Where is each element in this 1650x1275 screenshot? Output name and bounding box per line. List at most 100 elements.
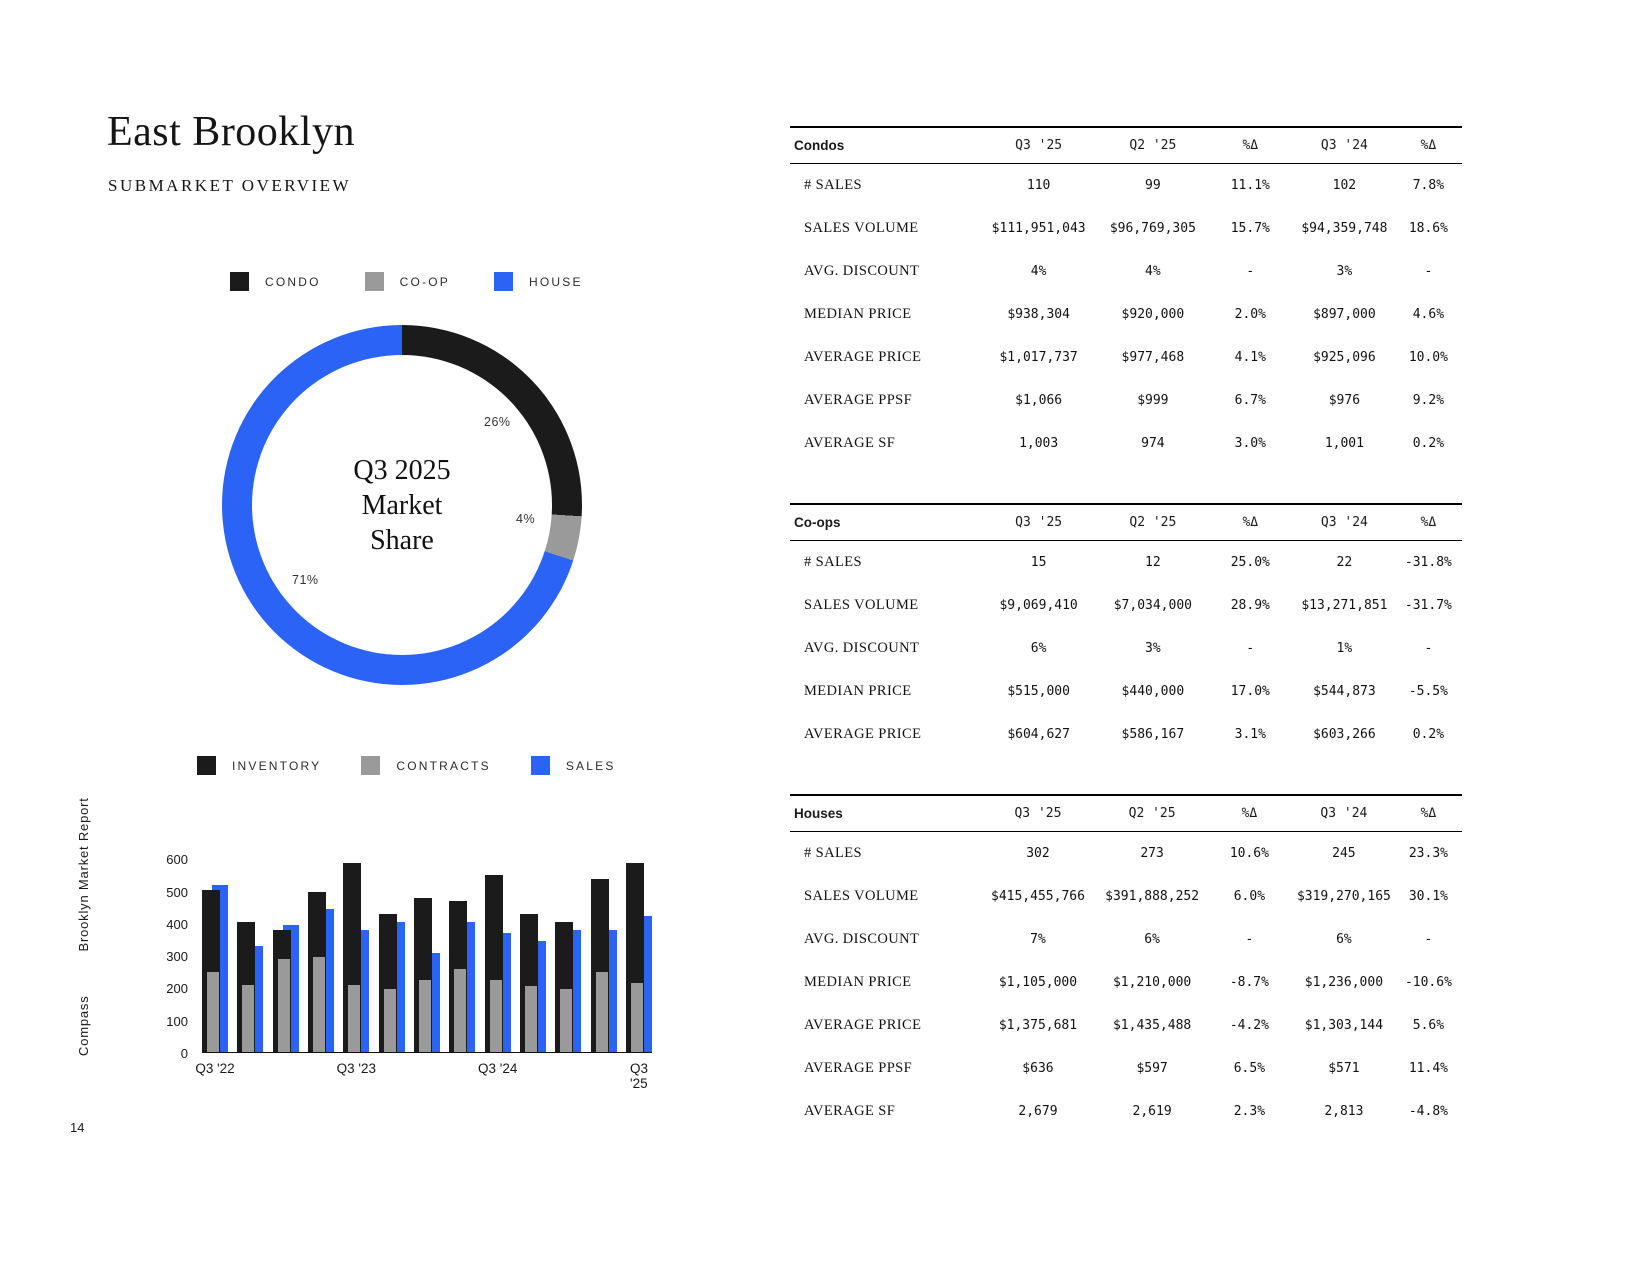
cell-value: 7% xyxy=(1030,932,1046,947)
cell-value: - xyxy=(1424,932,1433,947)
cell-value: 974 xyxy=(1141,436,1165,451)
tables-column: Condos Q3 '25 Q2 '25 %Δ Q3 '24 %Δ # SALES 110 99… xyxy=(790,126,1462,1171)
legend-item: CONDO xyxy=(230,272,321,291)
table-row: AVERAGE PRICE $604,627 $586,167 3.1% $603,26… xyxy=(790,713,1462,756)
column-header: Q2 '25 xyxy=(1099,504,1207,541)
report-name-text: Brooklyn Market Report xyxy=(76,797,91,952)
row-label: # SALES xyxy=(804,554,862,570)
contracts-bar xyxy=(524,986,537,1052)
page-subtitle: SUBMARKET OVERVIEW xyxy=(108,176,352,195)
cell-value: 2,619 xyxy=(1132,1104,1172,1119)
cell-value: 6% xyxy=(1144,932,1160,947)
cell-value: $977,468 xyxy=(1121,350,1185,365)
cell-value: 22 xyxy=(1336,555,1353,570)
row-label: SALES VOLUME xyxy=(804,888,919,904)
house-slice-label: 71% xyxy=(292,573,319,587)
market-table-houses: Houses Q3 '25 Q2 '25 %Δ Q3 '24 %Δ # SALES 302 27… xyxy=(790,794,1462,1133)
header-row: Condos Q3 '25 Q2 '25 %Δ Q3 '24 %Δ xyxy=(790,127,1462,164)
coop-slice-label: 4% xyxy=(516,512,536,526)
cell-value: -8.7% xyxy=(1229,975,1269,990)
contracts-bar xyxy=(277,958,290,1052)
legend-item: SALES xyxy=(530,756,616,775)
table-row: AVERAGE PPSF $636 $597 6.5% $571 11.4% xyxy=(790,1047,1462,1090)
condo-swatch xyxy=(230,272,249,291)
cell-value: $603,266 xyxy=(1313,727,1376,742)
cell-value: 2,679 xyxy=(1018,1104,1058,1119)
bar-group xyxy=(413,853,440,1052)
cell-value: $319,270,165 xyxy=(1296,889,1391,904)
cell-value: 17.0% xyxy=(1230,684,1270,699)
bar-group xyxy=(625,853,652,1052)
y-tick-label: 500 xyxy=(166,884,188,900)
bar-group xyxy=(449,853,476,1052)
cell-value: 9.2% xyxy=(1412,393,1445,408)
cell-value: 6% xyxy=(1030,641,1047,656)
table-head: Condos Q3 '25 Q2 '25 %Δ Q3 '24 %Δ xyxy=(790,127,1462,164)
cell-value: $1,017,737 xyxy=(999,350,1078,365)
x-axis: Q3 '22 Q3 '23 Q3 '24 Q3 '25 xyxy=(195,1061,652,1091)
cell-value: $515,000 xyxy=(1007,684,1070,699)
row-label: MEDIAN PRICE xyxy=(804,683,912,699)
table-row: AVERAGE PRICE $1,375,681 $1,435,488 -4.2% $1… xyxy=(790,1004,1462,1047)
donut-hole xyxy=(252,355,552,655)
contracts-bar xyxy=(595,971,608,1052)
cell-value: 102 xyxy=(1332,178,1357,193)
cell-value: $415,455,766 xyxy=(991,889,1085,904)
table-row: SALES VOLUME $415,455,766 $391,888,252 6.0%… xyxy=(790,875,1462,918)
inventory-swatch xyxy=(197,756,216,775)
cell-value: 4.1% xyxy=(1234,350,1266,365)
table-row: AVERAGE PPSF $1,066 $999 6.7% $976 9.2% xyxy=(790,379,1462,422)
legend-label: CONDO xyxy=(265,274,321,289)
market-share-donut-chart: Q3 2025 Market Share 26% 4% 71% xyxy=(222,325,582,685)
donut-center-label: Q3 2025 Market Share xyxy=(222,325,582,685)
cell-value: 4% xyxy=(1145,264,1161,279)
column-header: Q3 '24 xyxy=(1292,795,1395,832)
contracts-bar xyxy=(489,979,502,1052)
cell-value: $7,034,000 xyxy=(1113,598,1192,613)
sales-swatch xyxy=(530,756,550,775)
table-row: AVG. DISCOUNT 6% 3% - 1% - xyxy=(790,627,1462,670)
cell-value: 12 xyxy=(1145,555,1161,570)
column-header: %Δ xyxy=(1394,795,1462,832)
row-label: MEDIAN PRICE xyxy=(804,974,912,990)
cell-value: 1% xyxy=(1336,641,1353,656)
table-row: SALES VOLUME $9,069,410 $7,034,000 28.9% $13… xyxy=(790,584,1462,627)
cell-value: -4.2% xyxy=(1229,1018,1269,1033)
y-tick-label: 100 xyxy=(166,1013,188,1029)
table-body: # SALES 302 273 10.6% 245 23.3% SALES VOLUME $4… xyxy=(790,832,1462,1134)
page-number: 14 xyxy=(70,1120,85,1135)
row-label: AVG. DISCOUNT xyxy=(804,640,920,656)
cell-value: 3.1% xyxy=(1234,727,1266,742)
bar-group xyxy=(484,853,511,1052)
cell-value: 273 xyxy=(1140,846,1164,861)
quarterly-bar-chart: 0 100 200 300 400 500 600 Q3 '22 Q3 '23 Q3 '24 Q3… xyxy=(152,852,662,1093)
cell-value: 245 xyxy=(1332,846,1356,861)
cell-value: $96,769,305 xyxy=(1109,221,1196,236)
table-row: AVERAGE SF 2,679 2,619 2.3% 2,813 -4.8% xyxy=(790,1090,1462,1133)
table-title: Houses xyxy=(790,795,978,832)
cell-value: $1,210,000 xyxy=(1112,975,1192,990)
cell-value: $1,435,488 xyxy=(1112,1018,1192,1033)
brand-text: Compass xyxy=(76,995,91,1056)
column-header: Q3 '25 xyxy=(978,504,1100,541)
x-tick-label: Q3 '22 xyxy=(195,1061,235,1076)
cell-value: 302 xyxy=(1026,846,1050,861)
cell-value: $925,096 xyxy=(1313,350,1376,365)
bar-group xyxy=(202,853,228,1052)
bar-plot-area xyxy=(202,853,652,1053)
cell-value: $597 xyxy=(1136,1061,1168,1076)
cell-value: $938,304 xyxy=(1007,307,1070,322)
bar-group xyxy=(272,853,299,1052)
cell-value: $604,627 xyxy=(1007,727,1070,742)
donut-center-line-1: Q3 2025 xyxy=(353,454,451,486)
legend-label: CO-OP xyxy=(399,274,451,289)
cell-value: $571 xyxy=(1328,1061,1360,1076)
cell-value: 3.0% xyxy=(1234,436,1266,451)
cell-value: 0.2% xyxy=(1412,727,1445,742)
legend-item: INVENTORY xyxy=(197,756,321,775)
cell-value: 3% xyxy=(1336,264,1353,279)
cell-value: 15 xyxy=(1030,555,1047,570)
header-row: Houses Q3 '25 Q2 '25 %Δ Q3 '24 %Δ xyxy=(790,795,1462,832)
row-label: MEDIAN PRICE xyxy=(804,306,912,322)
cell-value: 2,813 xyxy=(1324,1104,1364,1119)
